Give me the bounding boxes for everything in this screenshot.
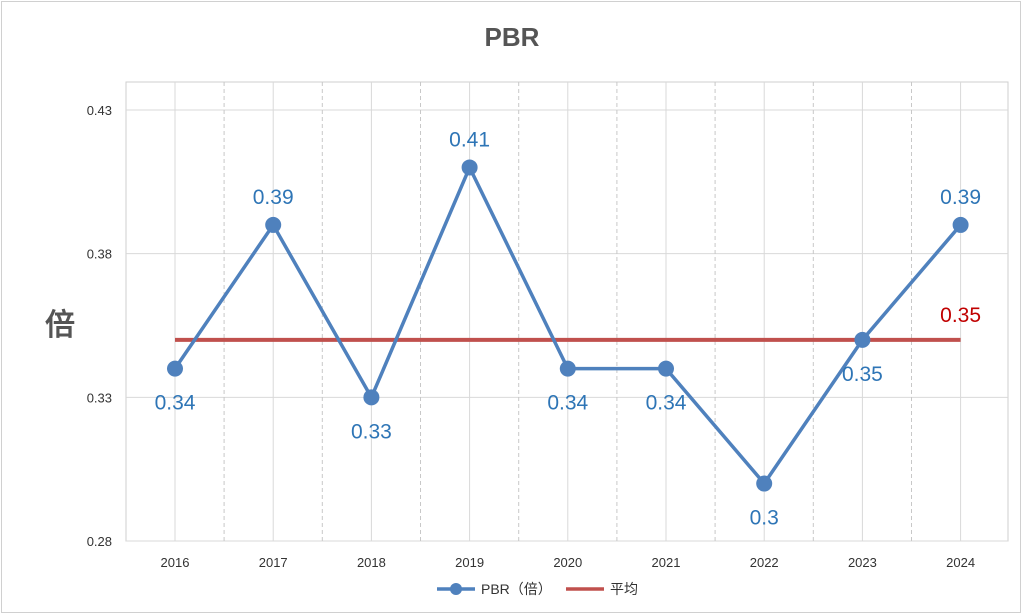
data-label: 0.34 (646, 392, 687, 415)
x-tick-label: 2024 (946, 555, 975, 570)
data-point (658, 360, 674, 377)
legend-pbr-label: PBR（倍） (481, 581, 552, 597)
data-label: 0.39 (253, 186, 294, 209)
plot-border (125, 81, 1009, 542)
x-tick-label: 2019 (455, 555, 484, 570)
data-point (756, 475, 773, 492)
data-label: 0.35 (842, 363, 883, 386)
y-tick-label: 0.38 (87, 247, 112, 262)
legend-pbr-swatch-marker (450, 583, 462, 595)
y-axis-label: 倍 (45, 308, 75, 342)
data-label: 0.3 (750, 507, 779, 530)
data-point (559, 360, 576, 377)
average-value-label: 0.35 (940, 304, 981, 327)
x-tick-label: 2020 (553, 555, 582, 570)
data-point (265, 216, 282, 233)
plot-area: 0.28 0.33 0.38 0.43 2016 2017 2018 2019 2020 2021… (87, 81, 1009, 570)
chart-title: PBR (485, 22, 540, 52)
data-label: 0.34 (547, 392, 588, 415)
y-tick-label: 0.33 (87, 390, 112, 405)
data-label: 0.41 (449, 128, 490, 151)
data-label: 0.33 (351, 420, 392, 443)
x-tick-label: 2022 (750, 555, 779, 570)
data-point (952, 216, 969, 233)
y-tick-label: 0.43 (87, 103, 112, 118)
legend-average-label: 平均 (610, 581, 638, 597)
data-point (167, 360, 183, 377)
data-label: 0.34 (155, 392, 196, 415)
x-tick-label: 2021 (652, 555, 681, 570)
y-tick-label: 0.28 (87, 534, 112, 549)
legend: PBR（倍） 平均 (437, 581, 638, 597)
data-point (363, 389, 380, 406)
x-tick-label: 2016 (161, 555, 190, 570)
x-tick-label: 2023 (848, 555, 877, 570)
data-label: 0.39 (940, 186, 981, 209)
data-point (854, 331, 871, 348)
x-tick-label: 2017 (259, 555, 288, 570)
x-tick-label: 2018 (357, 555, 386, 570)
data-point (461, 159, 478, 176)
